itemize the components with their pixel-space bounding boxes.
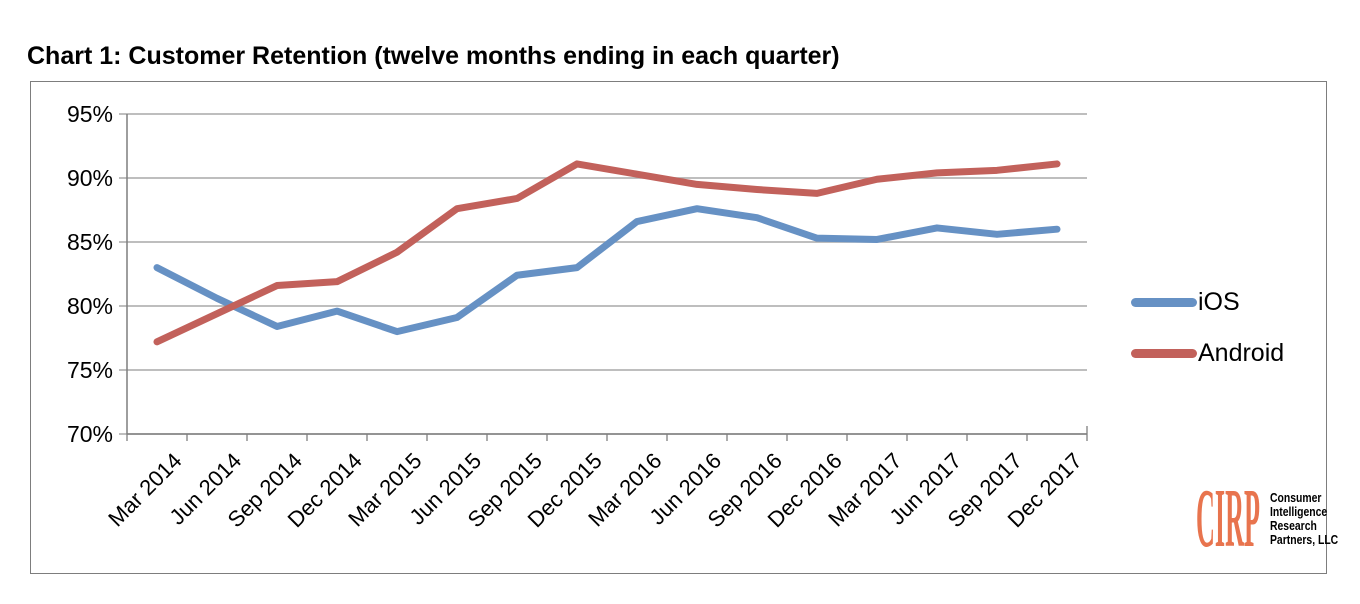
cirp-logo-acronym: CIRP — [1196, 488, 1260, 550]
y-axis-tick-label: 95% — [66, 101, 113, 127]
logo-line-3: Research — [1270, 518, 1317, 533]
y-axis-tick-label: 85% — [66, 229, 113, 255]
chart-title: Chart 1: Customer Retention (twelve mont… — [27, 42, 840, 70]
logo-line-2: Intelligence — [1270, 504, 1328, 519]
y-axis-tick-label: 90% — [66, 165, 113, 191]
cirp-logo-text: Consumer Intelligence Research Partners,… — [1270, 491, 1355, 547]
ios-line — [153, 205, 1061, 336]
cirp-logo-mark: CIRP — [1196, 488, 1260, 550]
legend-item-android: Android — [1131, 339, 1284, 367]
logo-line-4: Partners, LLC — [1270, 532, 1339, 547]
android-legend-label: Android — [1198, 338, 1285, 367]
ios-legend-swatch — [1131, 297, 1197, 307]
y-axis-tick-label: 70% — [66, 421, 113, 447]
logo-line-1: Consumer — [1270, 490, 1322, 505]
ios-legend-label: iOS — [1198, 287, 1240, 316]
cirp-logo: CIRP Consumer Intelligence Research Part… — [1195, 488, 1355, 550]
chart-area: 95% 90% 85% 80% 75% 70% Mar 2014 Jun 2014 Sep 2… — [30, 81, 1338, 574]
y-axis-tick-label: 75% — [66, 357, 113, 383]
y-axis-tick-label: 80% — [66, 293, 113, 319]
plot-svg — [119, 113, 1088, 441]
legend-item-ios: iOS — [1131, 288, 1240, 316]
android-legend-swatch — [1131, 348, 1197, 358]
android-line — [153, 160, 1061, 346]
